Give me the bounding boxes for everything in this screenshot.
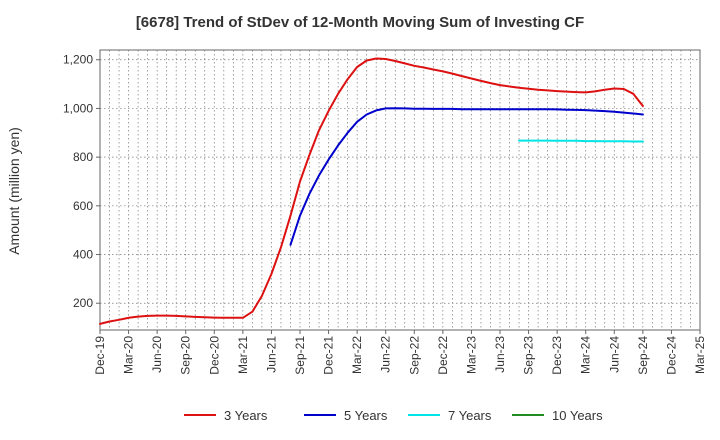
x-tick-label: Dec-21 <box>322 336 336 375</box>
chart-title: [6678] Trend of StDev of 12-Month Moving… <box>136 14 584 31</box>
x-tick-label: Jun-20 <box>150 336 164 373</box>
x-axis-ticks: Dec-19 Mar-20 Jun-20 Sep-20 Dec-20 Mar-21 Jun-… <box>93 330 707 375</box>
x-tick-label: Sep-23 <box>522 336 536 375</box>
plot-frame <box>99 49 701 331</box>
x-tick-label: Sep-21 <box>293 336 307 375</box>
x-tick-label: Dec-23 <box>550 336 564 375</box>
y-axis-label: Amount (million yen) <box>6 127 22 255</box>
y-tick-label: 200 <box>73 296 93 310</box>
series-lines <box>99 57 644 325</box>
x-tick-label: Mar-21 <box>236 336 250 374</box>
x-tick-label: Dec-22 <box>436 336 450 375</box>
x-tick-label: Jun-21 <box>264 336 278 373</box>
x-tick-label: Jun-23 <box>493 336 507 373</box>
series-line-7-years <box>518 139 644 143</box>
x-tick-label: Sep-22 <box>407 336 421 375</box>
legend-label-5-years: 5 Years <box>344 408 388 423</box>
y-tick-label: 1,000 <box>63 101 93 115</box>
series-line-5-years <box>289 107 644 246</box>
legend-label-10-years: 10 Years <box>552 408 603 423</box>
y-tick-label: 800 <box>73 150 93 164</box>
legend-label-7-years: 7 Years <box>448 408 492 423</box>
x-tick-label: Mar-23 <box>464 336 478 374</box>
x-tick-label: Dec-24 <box>664 336 678 375</box>
x-tick-label: Jun-22 <box>379 336 393 373</box>
series-line-3-years <box>99 57 644 325</box>
y-tick-label: 400 <box>73 248 93 262</box>
x-tick-label: Sep-24 <box>636 336 650 375</box>
legend: 3 Years 5 Years 7 Years 10 Years <box>184 408 603 423</box>
x-tick-label: Mar-20 <box>122 336 136 374</box>
y-axis-ticks: 200 400 600 800 1,000 1,200 <box>63 53 100 310</box>
x-tick-label: Sep-20 <box>179 336 193 375</box>
y-tick-label: 1,200 <box>63 53 93 67</box>
x-tick-label: Mar-25 <box>693 336 707 374</box>
x-tick-label: Dec-19 <box>93 336 107 375</box>
x-tick-label: Dec-20 <box>207 336 221 375</box>
x-tick-label: Mar-24 <box>579 336 593 374</box>
y-tick-label: 600 <box>73 199 93 213</box>
legend-label-3-years: 3 Years <box>224 408 268 423</box>
grid <box>100 50 700 330</box>
x-tick-label: Mar-22 <box>350 336 364 374</box>
x-tick-label: Jun-24 <box>607 336 621 373</box>
